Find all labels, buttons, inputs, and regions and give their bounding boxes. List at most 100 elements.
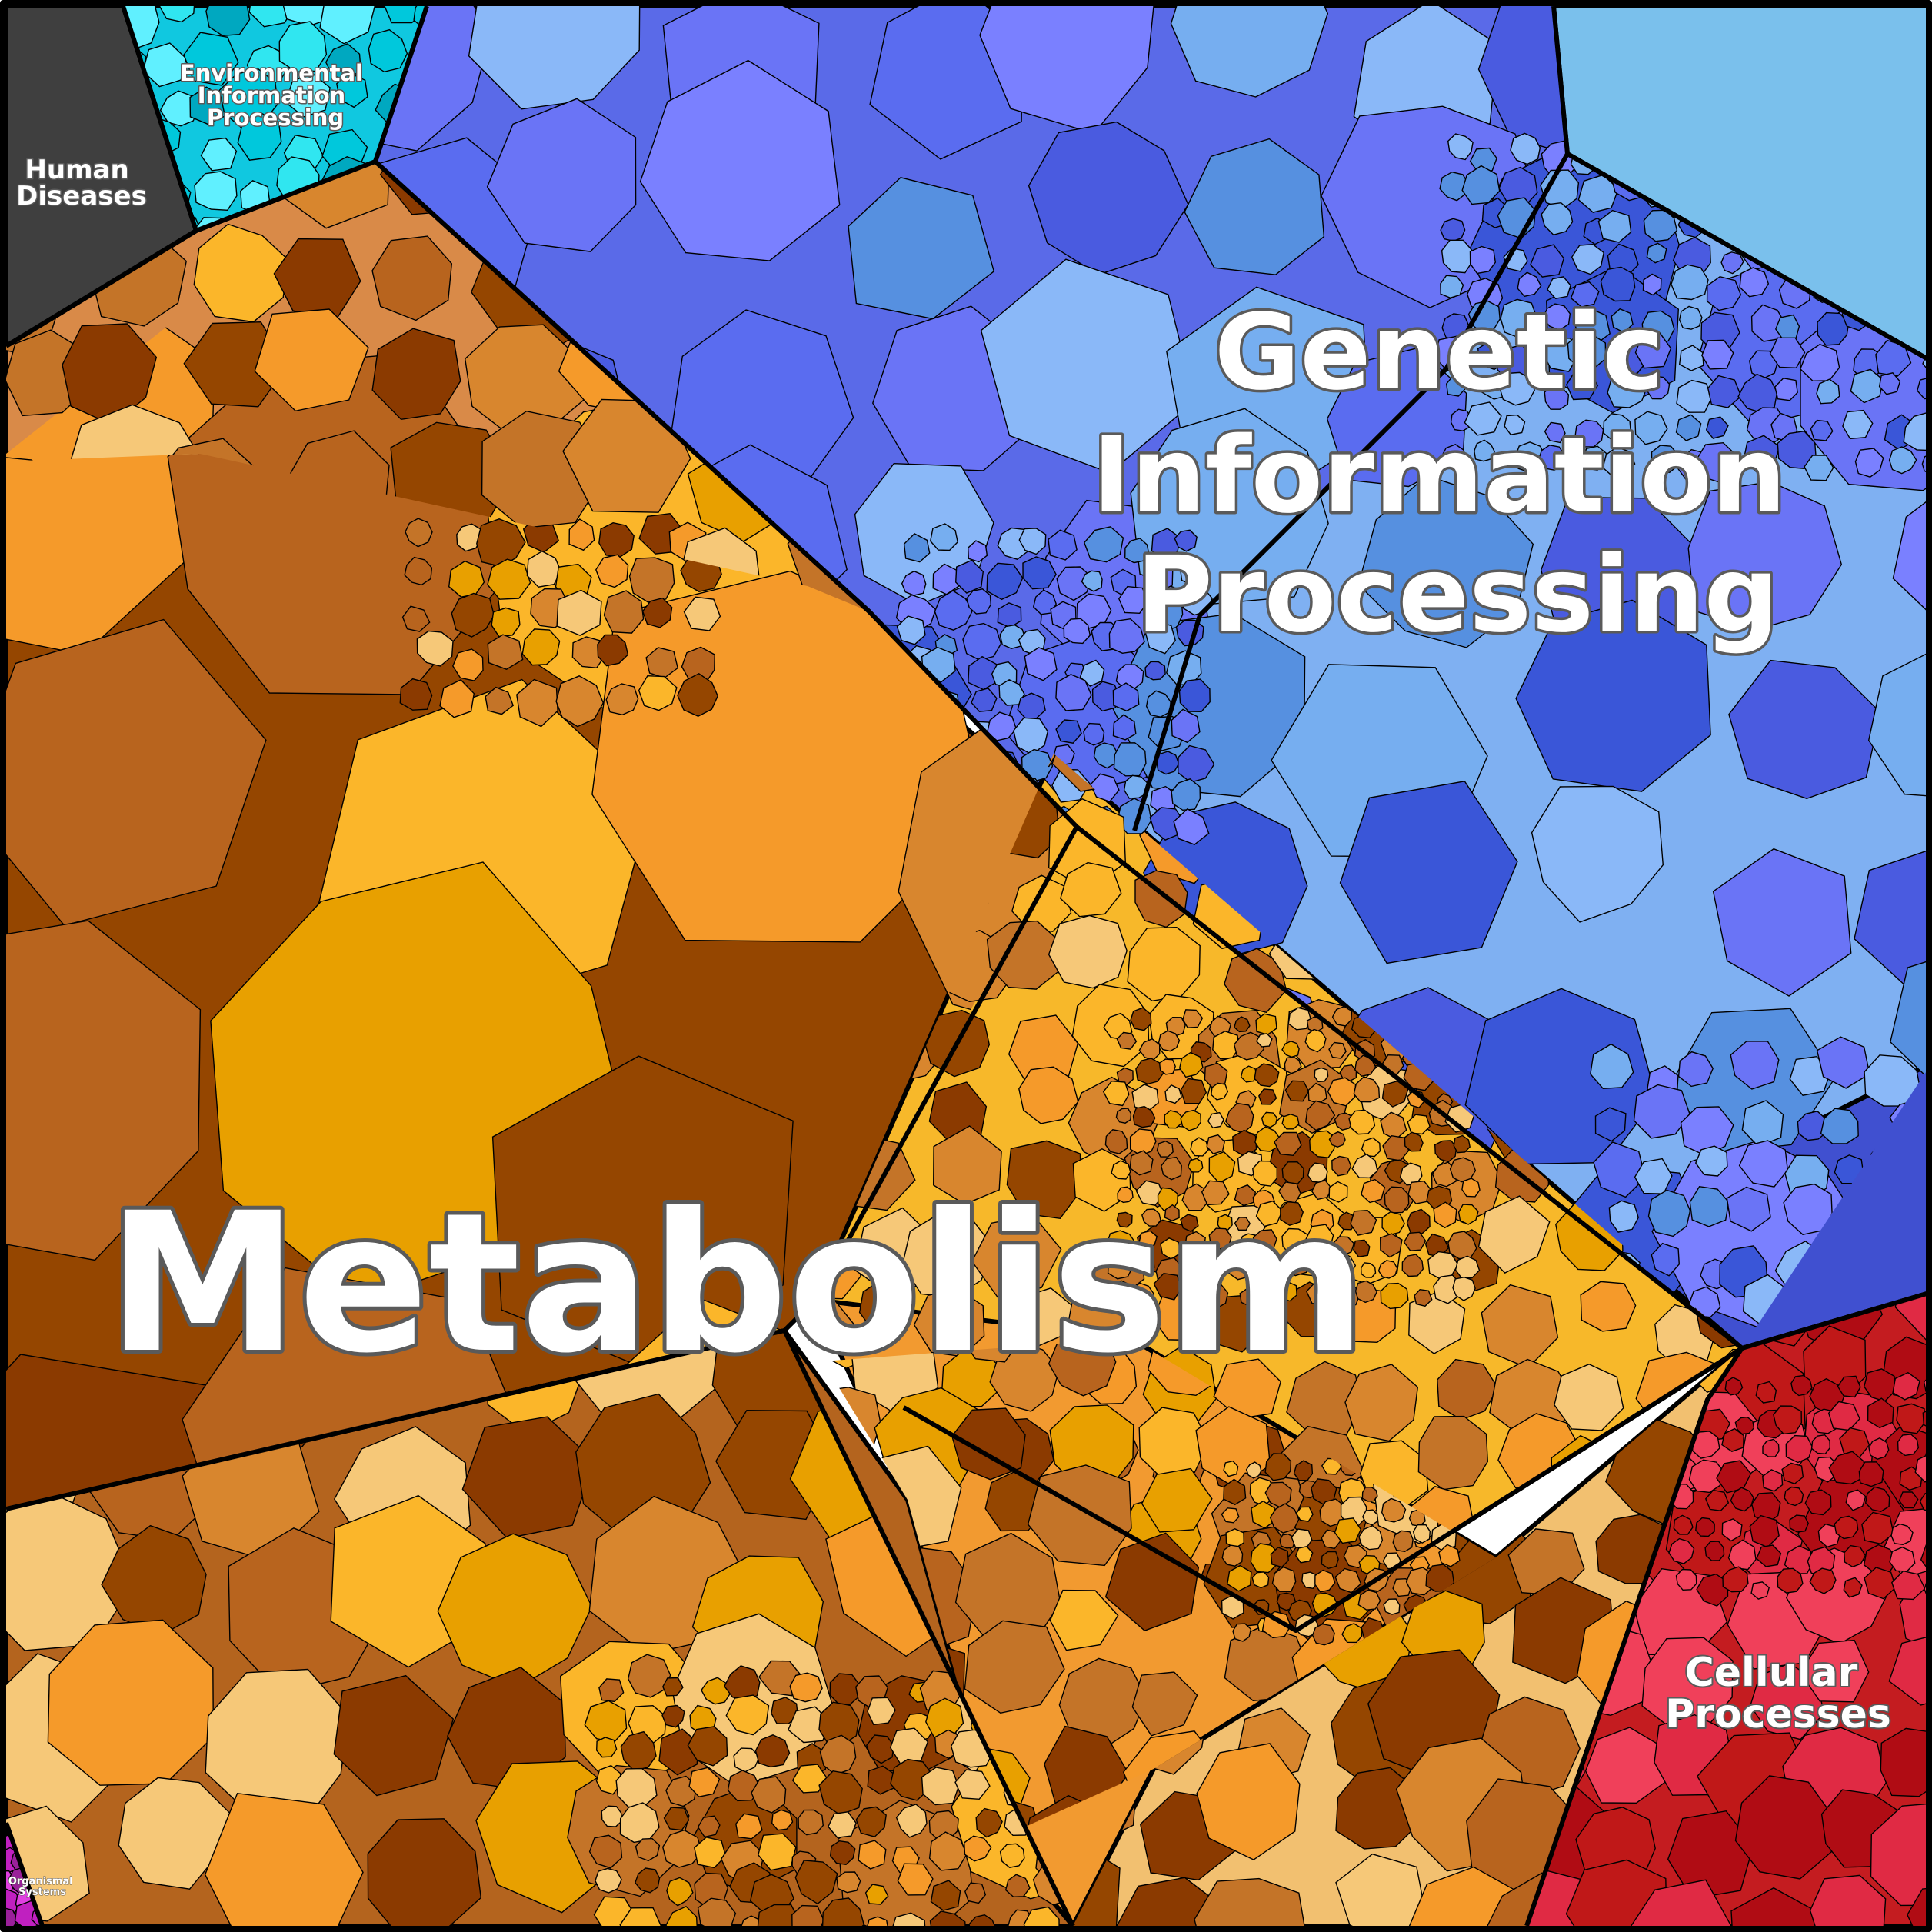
sub-cell (1441, 239, 1473, 274)
sub-cell (1571, 243, 1604, 275)
sub-cell (1590, 1043, 1634, 1090)
sub-cell (1063, 618, 1091, 645)
sub-cell (451, 592, 495, 638)
sub-cell (205, 6, 251, 37)
sub-cell (1102, 1080, 1130, 1107)
sub-cell (929, 1910, 967, 1926)
sub-cell (1675, 414, 1702, 441)
sub-cell (1173, 808, 1210, 845)
sub-cell (1734, 1775, 1833, 1880)
sub-cell (1633, 1084, 1690, 1139)
sub-cell (1113, 742, 1147, 777)
sub-cell (1279, 1533, 1296, 1549)
sub-cell (416, 630, 454, 667)
sub-cell (1234, 1016, 1251, 1033)
sub-cell (1722, 1566, 1749, 1593)
sub-cell (1279, 1281, 1297, 1302)
sub-cell (1252, 1259, 1275, 1281)
sub-cell (1287, 1007, 1312, 1031)
sub-cell (1201, 1281, 1229, 1309)
sub-cell (1706, 275, 1742, 311)
sub-cell (962, 622, 1002, 661)
sub-cell (1500, 298, 1537, 338)
sub-cell (1129, 1150, 1154, 1176)
sub-cell (1804, 1489, 1832, 1516)
sub-cell (980, 258, 1196, 474)
sub-cell (1261, 1111, 1278, 1128)
sub-cell (1425, 1564, 1455, 1592)
sub-cell (1817, 1523, 1841, 1548)
sub-cell (1104, 1532, 1200, 1631)
sub-cell (1032, 589, 1057, 615)
sub-cell (1116, 1031, 1138, 1050)
sub-cell (1138, 1230, 1158, 1249)
sub-cell (1498, 371, 1535, 406)
sub-cell (1634, 411, 1668, 445)
sub-cell (771, 1809, 794, 1831)
sub-cell (1280, 1201, 1304, 1226)
sub-cell (967, 540, 988, 563)
sub-cell (964, 1882, 987, 1904)
sub-cell (1165, 1016, 1186, 1037)
sub-cell (864, 1884, 889, 1905)
sub-cell (1790, 1374, 1813, 1397)
sub-cell (1353, 1239, 1371, 1257)
sub-cell (1701, 339, 1734, 370)
sub-cell (1567, 332, 1607, 369)
sub-cell (1221, 1544, 1244, 1567)
sub-cell (954, 559, 984, 594)
sub-cell (921, 1767, 960, 1806)
sub-cell (1223, 1478, 1247, 1506)
sub-cell (1863, 1544, 1898, 1574)
sub-cell (1730, 1041, 1780, 1090)
sub-cell (1112, 714, 1137, 741)
sub-cell (1111, 1160, 1131, 1180)
sub-cell (1646, 375, 1671, 400)
sub-cell (1293, 1460, 1314, 1481)
sub-cell (1184, 1231, 1206, 1254)
sub-cell (677, 672, 718, 717)
sub-cell (829, 1673, 861, 1706)
sub-cell (1153, 1272, 1183, 1301)
sub-cell (1182, 1009, 1204, 1028)
sub-cell (1332, 1236, 1355, 1257)
sub-cell (989, 1341, 1060, 1412)
sub-cell (641, 597, 673, 628)
sub-cell (1295, 1506, 1314, 1522)
sub-cell (964, 1620, 1065, 1714)
sub-cell (1156, 1140, 1174, 1158)
sub-cell (751, 1776, 787, 1814)
sub-cell (1361, 1486, 1378, 1502)
sub-cell (1820, 1108, 1859, 1144)
sub-cell (1151, 528, 1181, 559)
sub-cell (1716, 1460, 1752, 1494)
sub-cell (319, 6, 376, 45)
sub-cell (1817, 311, 1850, 346)
sub-cell (666, 1877, 694, 1907)
sub-cell (635, 1837, 661, 1862)
sub-cell (1076, 593, 1112, 629)
sub-cell (1221, 1507, 1240, 1524)
sub-cell (1351, 1153, 1378, 1179)
sub-cell (1889, 1546, 1916, 1572)
sub-cell (1058, 1657, 1148, 1748)
sub-cell (1314, 1569, 1336, 1593)
sub-cell (254, 308, 369, 412)
sub-cell (1188, 1158, 1204, 1173)
sub-cell (930, 1880, 961, 1911)
sub-cell (1379, 1233, 1403, 1258)
sub-cell (1898, 1491, 1919, 1509)
sub-cell (1712, 848, 1852, 997)
sub-cell (1671, 264, 1709, 301)
sub-cell (1738, 1140, 1789, 1188)
sub-cell (368, 28, 408, 73)
sub-cell (1090, 773, 1120, 803)
sub-cell (1028, 121, 1189, 275)
sub-cell (1141, 1208, 1161, 1227)
sub-cell (1724, 1377, 1744, 1396)
sub-cell (1181, 1183, 1209, 1211)
sub-cell (1907, 1885, 1932, 1926)
sub-cell (439, 679, 475, 718)
sub-cell (1854, 448, 1884, 478)
